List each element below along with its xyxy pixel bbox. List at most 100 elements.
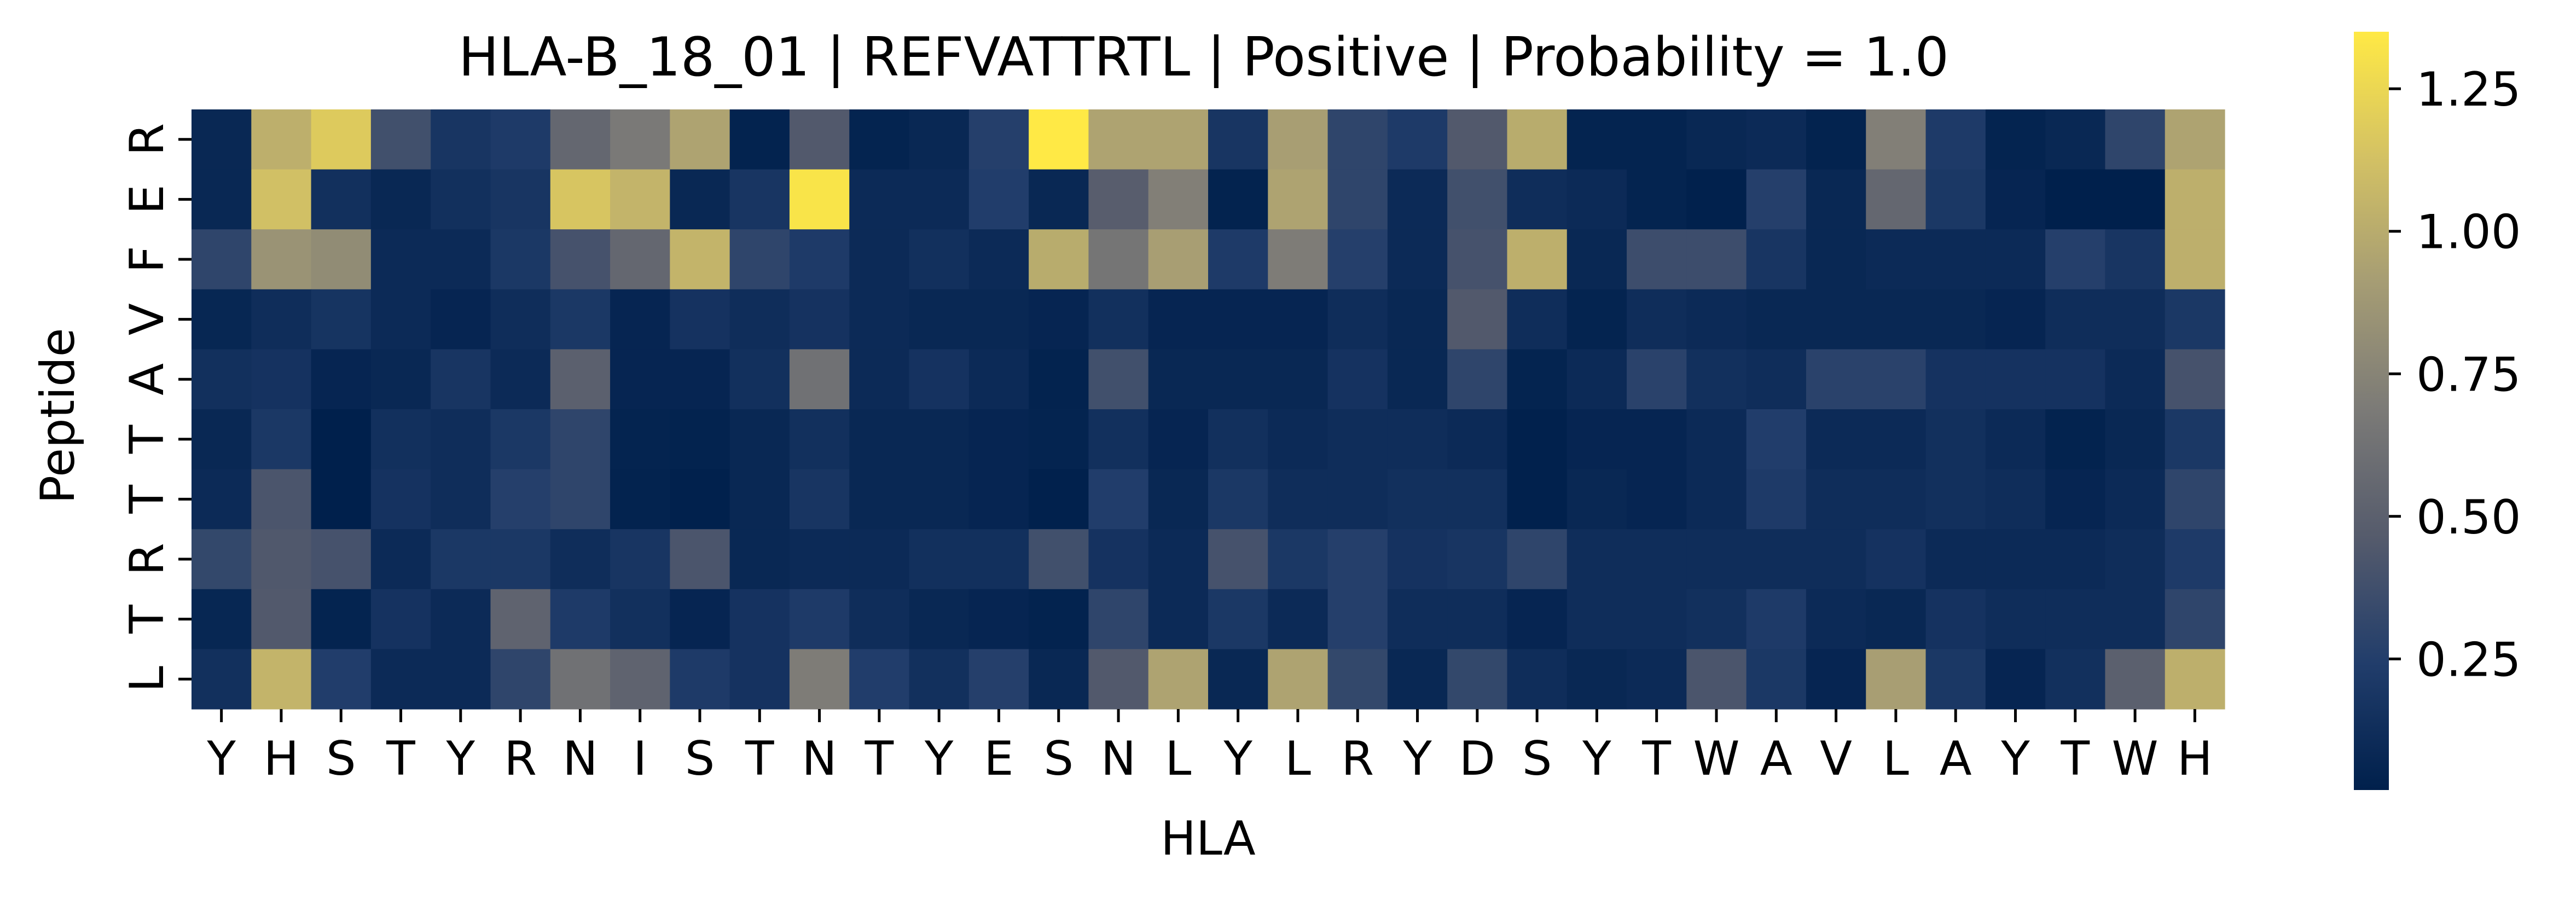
heatmap-cell [2165,109,2225,170]
heatmap-cell [1627,169,1687,230]
heatmap-cell [431,109,491,170]
heatmap-cell [1088,169,1149,230]
heatmap-cell [1567,409,1627,470]
heatmap-cell [1507,349,1568,410]
heatmap-cell [1627,589,1687,649]
heatmap-cell [1088,229,1149,290]
heatmap-cell [192,289,252,350]
heatmap-cell [1985,469,2046,530]
heatmap-cell [1985,409,2046,470]
heatmap-cell [2045,109,2106,170]
heatmap-cell [1507,469,1568,530]
heatmap-cell [311,409,372,470]
heatmap-cell [849,589,910,649]
heatmap-cell [1686,169,1747,230]
heatmap-cell [1088,469,1149,530]
heatmap-cell [1567,589,1627,649]
heatmap-cell [192,589,252,649]
heatmap-cell [1148,649,1209,710]
heatmap-cell [1746,349,1807,410]
heatmap-cell [789,589,850,649]
heatmap-cell [1567,469,1627,530]
heatmap-cell [1268,349,1328,410]
heatmap-cell [670,349,730,410]
heatmap-cell [2045,169,2106,230]
heatmap-cell [2045,289,2106,350]
heatmap-cell [1746,229,1807,290]
heatmap-cell [370,589,431,649]
heatmap-cell [1327,289,1388,350]
heatmap-cell [192,529,252,590]
heatmap-cell [1447,349,1508,410]
colorbar: 0.25 0.50 0.75 1.00 1.25 [2354,32,2521,790]
heatmap-cell [370,109,431,170]
heatmap-cell [1507,589,1568,649]
heatmap-cell [1148,349,1209,410]
heatmap-cell [2105,469,2166,530]
heatmap-cell [1327,469,1388,530]
heatmap-cell [1387,469,1448,530]
heatmap-cell [610,409,670,470]
heatmap-cell [849,109,910,170]
heatmap-cell [1208,409,1268,470]
y-tick-label: A [120,363,175,396]
heatmap-cell [2165,289,2225,350]
heatmap-cell [370,169,431,230]
heatmap-cell [550,529,611,590]
heatmap-cell [251,349,312,410]
heatmap-cell [1447,409,1508,470]
heatmap-cell [370,229,431,290]
heatmap-cell [251,469,312,530]
heatmap-cell [431,469,491,530]
heatmap-cell [251,109,312,170]
heatmap-cell [610,349,670,410]
heatmap-cell [1567,109,1627,170]
heatmap-cell [550,169,611,230]
heatmap-cell [251,649,312,710]
y-tick-label: L [120,666,175,692]
heatmap-cell [1925,649,1986,710]
heatmap-cell [550,109,611,170]
heatmap-cell [670,589,730,649]
heatmap-cell [1507,229,1568,290]
heatmap-cell [1746,529,1807,590]
heatmap-cell [789,229,850,290]
heatmap-cell [729,409,790,470]
heatmap-cell [1686,229,1747,290]
heatmap-cell [2045,469,2106,530]
heatmap-cell [909,169,970,230]
heatmap-cell [789,289,850,350]
heatmap-cell [968,169,1029,230]
heatmap-cell [2165,469,2225,530]
heatmap-cell [192,349,252,410]
heatmap-cell [1507,409,1568,470]
heatmap-cell [1088,649,1149,710]
heatmap-cell [311,289,372,350]
y-tick-label: E [120,184,175,214]
heatmap-cell [1148,589,1209,649]
heatmap-cell [2165,169,2225,230]
x-tick-label: N [802,731,837,786]
x-tick-label: Y [1402,731,1432,786]
x-tick-label: H [2177,731,2213,786]
x-tick-label: Y [2000,731,2030,786]
y-axis: REFVATTRTL [120,123,192,692]
heatmap-cell [2045,649,2106,710]
heatmap-cell [909,349,970,410]
heatmap-cell [1806,589,1866,649]
y-tick-label: T [120,605,175,634]
heatmap-cell [1925,289,1986,350]
heatmap-cell [1746,409,1807,470]
heatmap-cell [968,589,1029,649]
x-tick-label: L [1285,731,1311,786]
heatmap-cells [192,109,2225,710]
heatmap-cell [1447,229,1508,290]
heatmap-cell [1746,169,1807,230]
heatmap-cell [1985,349,2046,410]
heatmap-cell [1746,649,1807,710]
heatmap-cell [1029,289,1089,350]
heatmap-cell [968,349,1029,410]
